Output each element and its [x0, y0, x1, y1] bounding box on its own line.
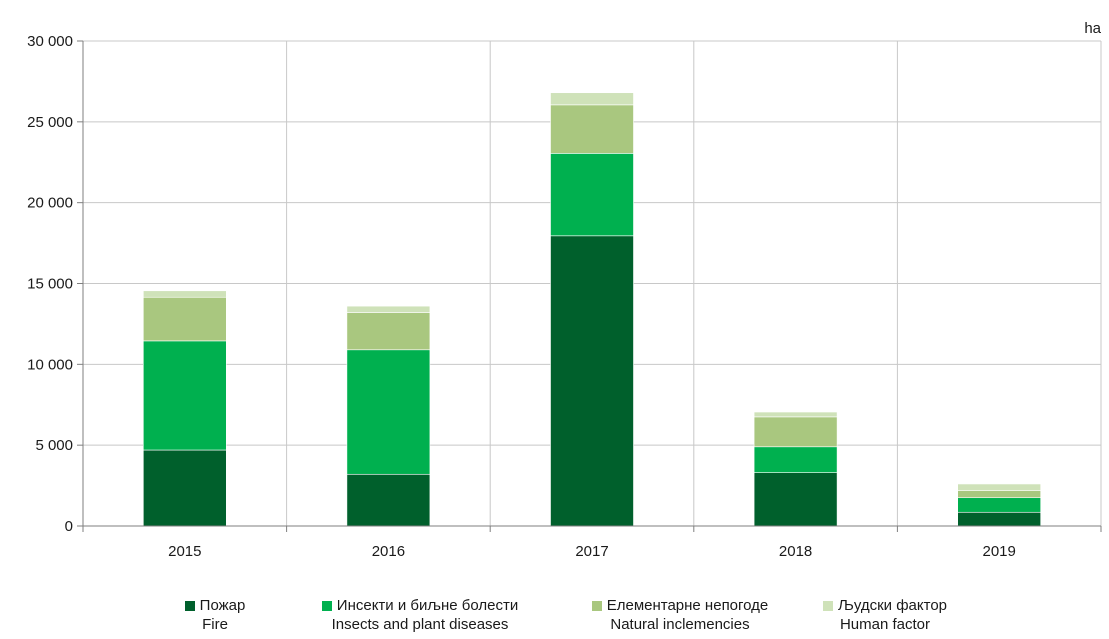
legend-swatch-insects	[321, 600, 332, 611]
legend-swatch-natural	[591, 600, 602, 611]
bar-segment	[346, 305, 431, 313]
bar-segment	[957, 490, 1042, 499]
bar-segment	[550, 153, 634, 237]
legend-item-fire: Пожар Fire	[150, 596, 280, 634]
x-tick-label: 2015	[168, 543, 201, 560]
legend-label-natural-en: Natural inclemencies	[610, 616, 750, 633]
bar-segment	[753, 446, 838, 473]
bar-segment	[550, 235, 634, 527]
bar-segment	[346, 349, 431, 475]
legend-item-natural: Елементарне непогоде Natural inclemencie…	[560, 596, 800, 634]
bar-segment	[346, 473, 431, 527]
bar-segment	[550, 92, 634, 106]
legend-item-insects: Инсекти и биљне болести Insects and plan…	[295, 596, 545, 634]
bar-segment	[143, 290, 227, 298]
x-tick-label: 2019	[983, 543, 1016, 560]
unit-label: ha	[1084, 20, 1101, 37]
legend-swatch-fire	[184, 600, 195, 611]
x-tick-label: 2016	[372, 543, 405, 560]
bar-segment	[957, 511, 1042, 527]
y-tick-label: 30 000	[27, 33, 73, 50]
bar-layer	[143, 92, 1042, 527]
legend: Пожар Fire Инсекти и биљне болести Insec…	[0, 596, 1109, 639]
bar-segment	[143, 296, 227, 342]
y-tick-label: 10 000	[27, 356, 73, 373]
x-tick-label: 2018	[779, 543, 812, 560]
y-tick-label: 15 000	[27, 276, 73, 293]
legend-swatch-human	[822, 600, 833, 611]
legend-item-human: Људски фактор Human factor	[800, 596, 970, 634]
bar-segment	[143, 449, 227, 527]
legend-label-fire-en: Fire	[202, 616, 228, 633]
bar-segment	[753, 416, 838, 448]
bar-segment	[957, 483, 1042, 491]
legend-label-insects: Инсекти и биљне болести	[336, 597, 519, 614]
bar-segment	[143, 340, 227, 451]
y-tick-label: 20 000	[27, 195, 73, 212]
legend-label-insects-en: Insects and plant diseases	[331, 616, 509, 633]
stacked-bar-chart: 0 5 000 10 000 15 000 20 000 25 000 30 000 2015…	[27, 20, 1102, 560]
legend-label-human-en: Human factor	[839, 616, 931, 633]
bar-segment	[346, 312, 431, 351]
legend-label-natural: Елементарне непогоде	[606, 597, 769, 614]
bar-segment	[753, 472, 838, 527]
x-tick-label: 2017	[575, 543, 608, 560]
legend-label-human: Људски фактор	[837, 597, 948, 614]
bar-segment	[550, 104, 634, 154]
bar-segment	[753, 411, 838, 418]
y-tick-label: 5 000	[35, 437, 73, 454]
bar-segment	[957, 497, 1042, 513]
y-tick-label: 0	[65, 518, 73, 535]
legend-label-fire: Пожар	[199, 597, 246, 614]
axis-layer: 0 5 000 10 000 15 000 20 000 25 000 30 000 2015…	[27, 33, 1102, 560]
y-tick-label: 25 000	[27, 114, 73, 131]
